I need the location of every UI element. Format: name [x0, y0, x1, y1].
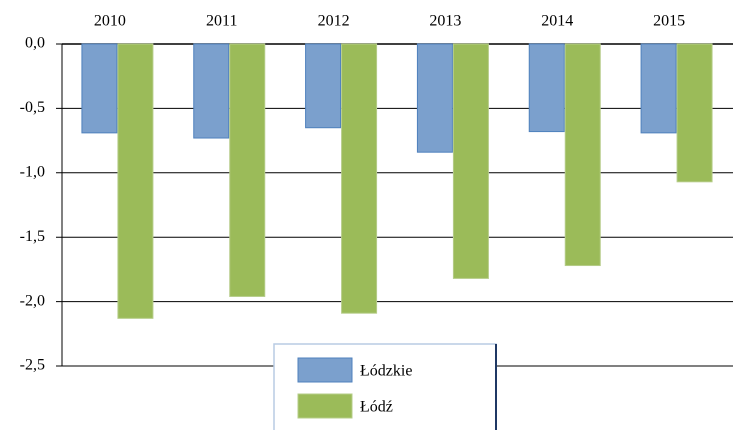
bar [452, 43, 489, 279]
x-tick-label: 2011 [206, 13, 237, 30]
x-tick-label: 2014 [541, 13, 573, 30]
bar [81, 43, 118, 134]
y-tick-label: -2,0 [20, 292, 45, 309]
legend-swatch [297, 357, 353, 383]
bar [229, 43, 266, 297]
bar [341, 43, 378, 314]
y-tick-label: 0,0 [25, 35, 45, 52]
x-tick-label: 2010 [94, 13, 126, 30]
bar [117, 43, 154, 319]
bar [305, 43, 342, 129]
bar [528, 43, 565, 133]
bar [564, 43, 601, 267]
bar [193, 43, 230, 139]
bar [676, 43, 713, 183]
x-tick-label: 2013 [429, 13, 461, 30]
legend-label: Łódź [360, 399, 393, 416]
y-tick-label: -2,5 [20, 357, 45, 374]
y-tick-label: -1,5 [20, 228, 45, 245]
x-tick-label: 2012 [318, 13, 350, 30]
x-tick-label: 2015 [653, 13, 685, 30]
y-tick-label: -0,5 [20, 99, 45, 116]
legend-label: Łódzkie [360, 363, 412, 380]
bar [640, 43, 677, 134]
bar [416, 43, 453, 153]
legend-swatch [297, 393, 353, 419]
y-tick-label: -1,0 [20, 163, 45, 180]
